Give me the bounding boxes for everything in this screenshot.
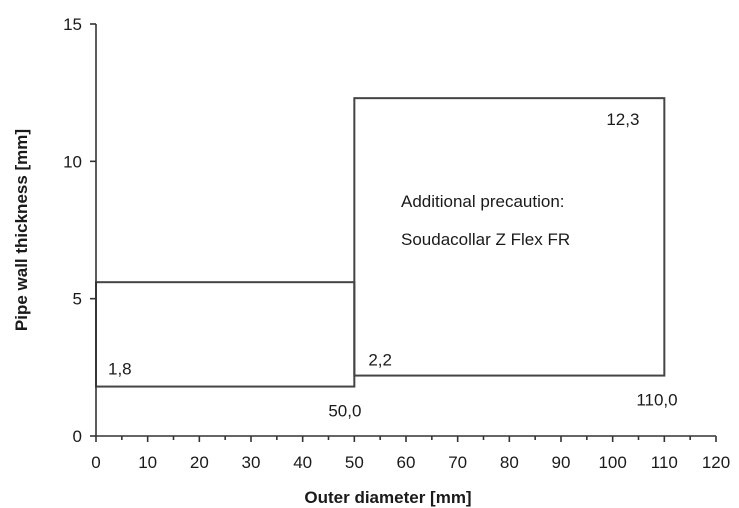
annotations: 1,8 50,0 2,2 110,0 12,3 [108,110,678,420]
x-tick-label: 60 [397,453,416,472]
data-label: 2,2 [368,351,392,370]
x-tick-label: 100 [598,453,626,472]
x-tick-label: 110 [651,453,678,472]
y-tick-label: 0 [73,427,82,446]
x-tick-label: 30 [242,453,261,472]
x-tick-label: 80 [500,453,519,472]
x-tick-label: 10 [138,453,157,472]
x-tick-label: 50 [345,453,364,472]
data-label: 12,3 [606,110,639,129]
y-tick-label: 10 [63,152,82,171]
x-tick-label: 70 [448,453,467,472]
data-label: 1,8 [108,360,132,379]
y-tick-label: 5 [73,290,82,309]
x-tick-label: 40 [293,453,312,472]
y-axis-title: Pipe wall thickness [mm] [12,129,31,331]
data-label: 110,0 [636,391,677,410]
region-1 [95,281,356,388]
data-label: 50,0 [328,402,361,421]
note-line-1: Additional precaution: [401,192,565,211]
x-tick-label: 0 [91,453,100,472]
x-tick-label: 20 [190,453,209,472]
x-tick-label: 90 [552,453,571,472]
x-axis-title: Outer diameter [mm] [304,488,471,507]
regions [95,97,666,388]
ticks: 0 10 20 30 40 50 60 70 80 90 100 110 120 0 5 10 15 [63,15,730,472]
region-2 [353,97,666,377]
y-tick-label: 15 [63,15,82,34]
note-line-2: Soudacollar Z Flex FR [401,230,570,249]
x-tick-label: 120 [702,453,730,472]
